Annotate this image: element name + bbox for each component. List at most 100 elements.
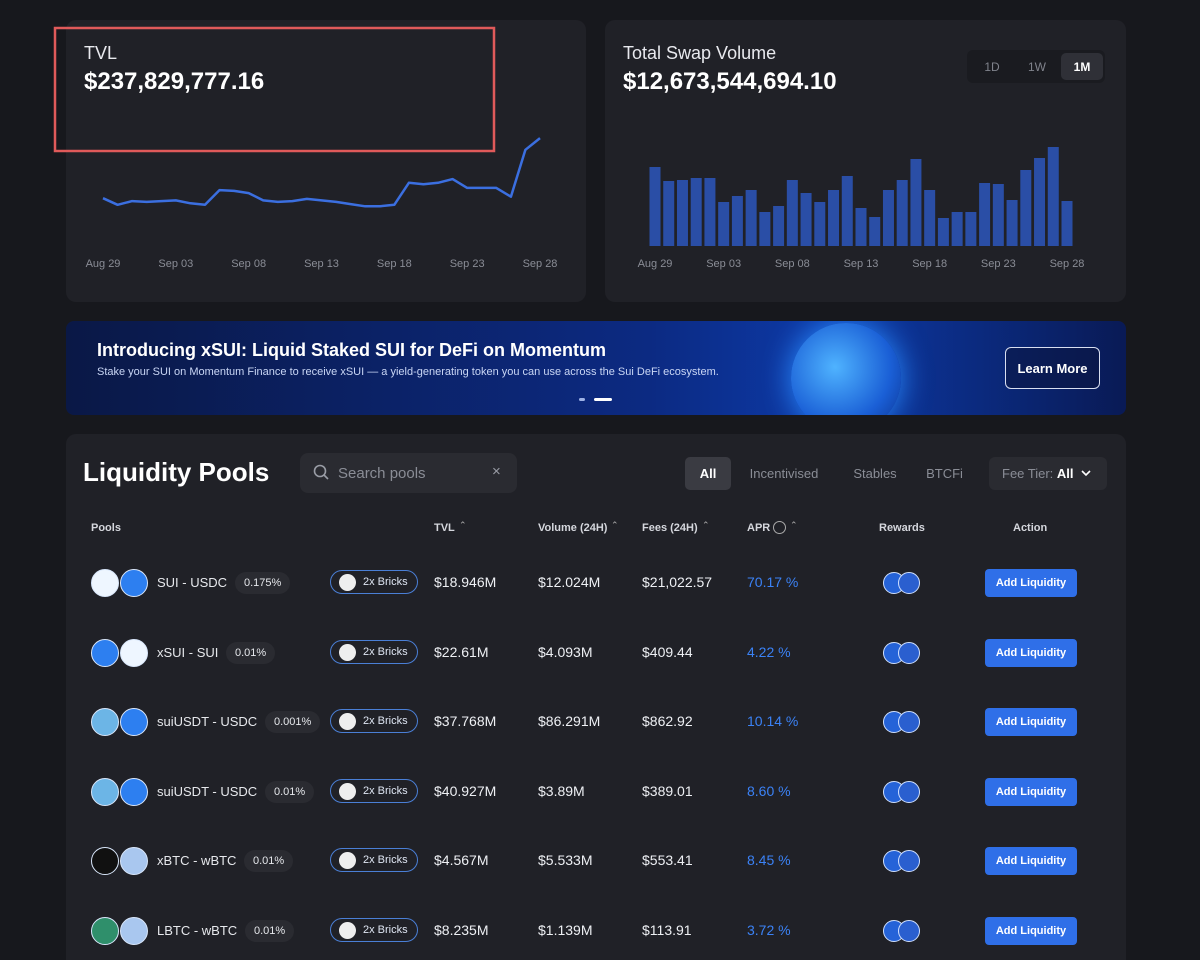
sort-icon: ⌃ [611, 520, 619, 530]
column-header: Rewards [879, 522, 925, 534]
pool-fees: $553.41 [642, 852, 693, 869]
add-liquidity-button[interactable]: Add Liquidity [985, 708, 1077, 737]
filter-tab[interactable]: All [685, 457, 731, 490]
tvl-label: TVL [84, 43, 118, 63]
bricks-icon [339, 574, 356, 591]
fee-chip: 0.01% [226, 641, 276, 664]
filter-tabs: All Incentivised Stables BTCFi [685, 457, 976, 490]
pool-apr: 8.45 % [747, 852, 791, 869]
pool-tvl: $4.567M [434, 852, 489, 869]
pool-volume: $4.093M [538, 643, 593, 660]
pool-pair: LBTC - wBTC [157, 923, 238, 938]
bricks-icon [339, 782, 356, 800]
add-liquidity-button[interactable]: Add Liquidity [985, 777, 1077, 806]
bricks-icon [339, 852, 356, 870]
search-box[interactable]: Search pools × [300, 453, 517, 493]
token-icon [91, 638, 119, 667]
column-header: Action [1013, 522, 1048, 534]
add-liquidity-button[interactable]: Add Liquidity [985, 569, 1077, 597]
pool-volume: $5.533M [538, 852, 593, 869]
bricks-badge: 2x Bricks [330, 709, 418, 734]
column-header[interactable]: APR [747, 522, 771, 534]
reward-icon [898, 920, 920, 942]
token-icon [91, 569, 119, 597]
add-liquidity-button[interactable]: Add Liquidity [985, 847, 1077, 876]
add-liquidity-button[interactable]: Add Liquidity [985, 638, 1077, 667]
pool-tvl: $22.61M [434, 643, 489, 660]
token-icon [120, 569, 148, 597]
banner: Introducing xSUI: Liquid Staked SUI for … [66, 321, 1126, 415]
bricks-icon [339, 922, 356, 939]
info-icon [773, 521, 786, 534]
bricks-badge: 2x Bricks [330, 778, 418, 803]
fee-chip: 0.175% [235, 572, 291, 594]
reward-icon [898, 850, 920, 873]
pool-apr: 3.72 % [747, 922, 791, 938]
pool-fees: $389.01 [642, 782, 693, 799]
pool-apr: 70.17 % [747, 574, 799, 590]
pool-pair: suiUSDT - USDC [157, 783, 258, 799]
pool-volume: $86.291M [538, 713, 601, 730]
fee-tier-value: All [1056, 466, 1074, 481]
reward-icon [898, 711, 920, 734]
token-icon [120, 708, 148, 737]
learn-more-button[interactable]: Learn More [1005, 347, 1100, 389]
token-icon [91, 847, 119, 876]
fee-tier-label: Fee Tier: [1002, 466, 1054, 481]
pool-apr: 10.14 % [747, 713, 799, 730]
fee-chip: 0.01% [245, 920, 295, 942]
pool-apr: 8.60 % [747, 782, 791, 799]
pool-apr: 4.22 % [747, 643, 791, 660]
column-header[interactable]: Fees (24H) [642, 522, 698, 534]
sort-icon: ⌃ [459, 520, 467, 530]
pool-tvl: $40.927M [434, 782, 497, 799]
token-icon [120, 917, 148, 945]
range-button[interactable]: 1M [1061, 53, 1103, 80]
chevron [1080, 469, 1091, 476]
tvl-card [66, 20, 586, 302]
column-header[interactable]: Volume (24H) [538, 522, 608, 534]
pool-pair: xSUI - SUI [157, 644, 219, 660]
pool-volume: $12.024M [538, 574, 601, 590]
bricks-badge: 2x Bricks [330, 639, 418, 664]
tvl-value: $237,829,777.16 [84, 68, 265, 95]
pools-card [66, 434, 1126, 960]
bricks-icon [339, 713, 356, 731]
bricks-badge: 2x Bricks [330, 570, 418, 594]
range-button[interactable]: 1D [984, 59, 1000, 74]
bricks-badge: 2x Bricks [330, 918, 418, 942]
range-button[interactable]: 1W [1028, 59, 1046, 74]
sort-icon: ⌃ [702, 520, 710, 530]
filter-tab[interactable]: Stables [853, 466, 897, 481]
swap-value: $12,673,544,694.10 [623, 68, 837, 95]
pool-volume: $1.139M [538, 922, 593, 938]
clear-icon[interactable]: × [492, 463, 501, 480]
fee-chip: 0.001% [265, 711, 321, 734]
pool-fees: $862.92 [642, 713, 693, 730]
filter-tab[interactable]: Incentivised [749, 466, 819, 481]
pools-title: Liquidity Pools [83, 457, 270, 487]
pool-tvl: $18.946M [434, 574, 497, 590]
swap-label: Total Swap Volume [623, 43, 777, 63]
token-icon [91, 777, 119, 806]
fee-tier-select[interactable]: Fee Tier: All [989, 457, 1107, 490]
pool-tvl: $37.768M [434, 713, 497, 730]
token-icon [91, 917, 119, 945]
reward-icon [898, 780, 920, 803]
sort-icon: ⌃ [790, 520, 798, 530]
column-header[interactable]: TVL [434, 522, 455, 534]
add-liquidity-button[interactable]: Add Liquidity [985, 917, 1077, 945]
carousel-dot[interactable] [594, 398, 612, 401]
filter-tab[interactable]: BTCFi [926, 466, 963, 481]
search-icon [313, 464, 329, 480]
pool-fees: $21,022.57 [642, 574, 713, 590]
fee-chip: 0.01% [244, 850, 294, 873]
bricks-badge: 2x Bricks [330, 848, 418, 873]
pool-pair: SUI - USDC [157, 575, 228, 590]
bricks-icon [339, 643, 356, 661]
pool-volume: $3.89M [538, 782, 585, 799]
search-placeholder: Search pools [338, 465, 426, 482]
pool-pair: xBTC - wBTC [157, 853, 237, 869]
carousel-dot[interactable] [579, 398, 585, 401]
range-selector: 1D 1W 1M [967, 50, 1105, 83]
